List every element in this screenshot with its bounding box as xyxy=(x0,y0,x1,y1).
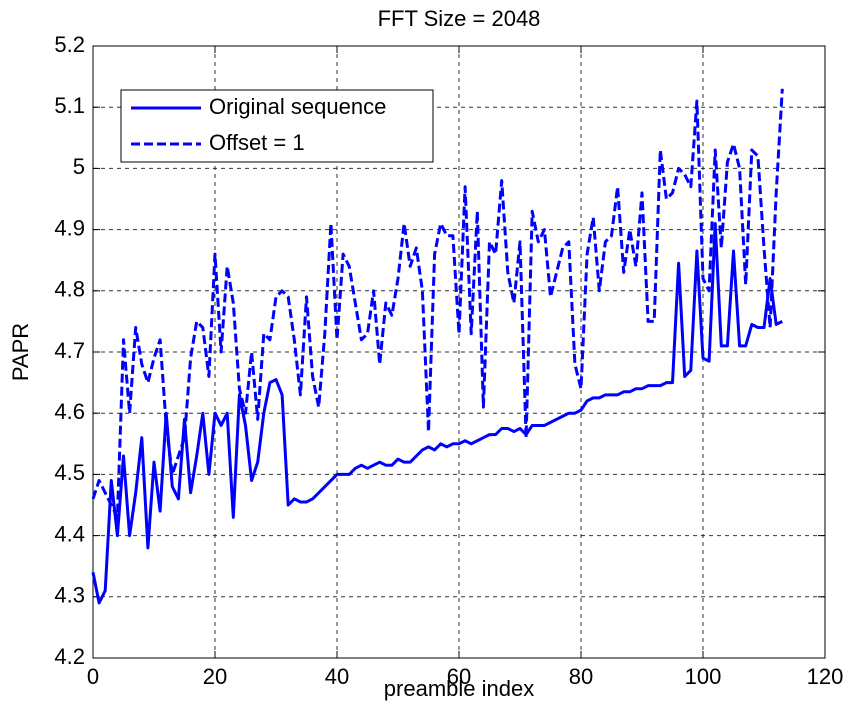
y-tick-label: 4.5 xyxy=(54,460,85,485)
x-tick-label: 100 xyxy=(685,664,722,689)
y-tick-label: 5.2 xyxy=(54,32,85,57)
y-tick-label: 4.3 xyxy=(54,583,85,608)
y-tick-label: 4.4 xyxy=(54,521,85,546)
x-tick-label: 20 xyxy=(203,664,227,689)
x-tick-label: 60 xyxy=(447,664,471,689)
y-tick-label: 4.2 xyxy=(54,644,85,669)
data-line xyxy=(91,221,783,605)
x-tick-label: 80 xyxy=(569,664,593,689)
y-tick-label: 4.7 xyxy=(54,338,85,363)
data-line xyxy=(91,88,784,519)
y-tick-label: 4.8 xyxy=(54,277,85,302)
y-tick-label: 5 xyxy=(73,154,85,179)
legend-box xyxy=(120,89,434,163)
chart-title: FFT Size = 2048 xyxy=(378,6,541,31)
y-tick-label: 5.1 xyxy=(54,93,85,118)
x-tick-label: 0 xyxy=(87,664,99,689)
x-tick-label: 120 xyxy=(807,664,844,689)
plot-border xyxy=(92,45,826,659)
x-tick-label: 40 xyxy=(325,664,349,689)
y-tick-label: 4.9 xyxy=(54,215,85,240)
legend-label: Original sequence xyxy=(209,94,386,119)
x-axis-label: preamble index xyxy=(384,676,534,701)
y-axis-label: PAPR xyxy=(8,323,33,381)
legend-label: Offset = 1 xyxy=(209,130,305,155)
y-tick-label: 4.6 xyxy=(54,399,85,424)
